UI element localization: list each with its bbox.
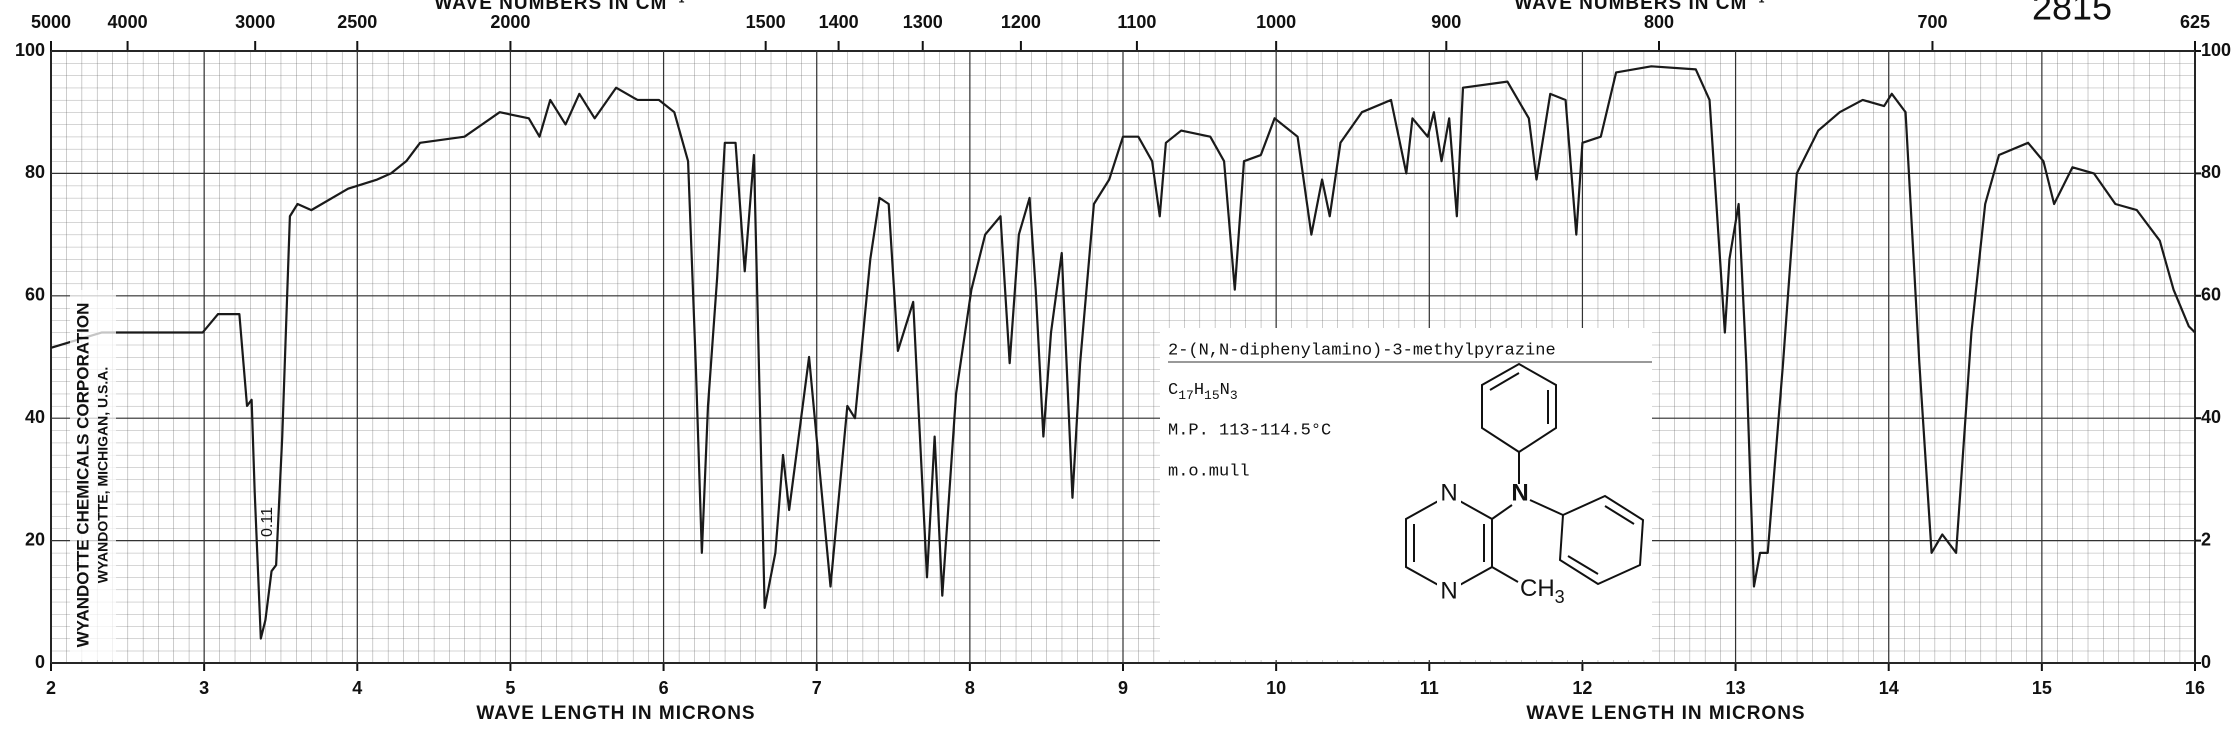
x2-tick-label: 1000 <box>1256 12 1296 32</box>
atom-label: N <box>1511 479 1528 506</box>
phenyl-ring <box>1481 362 1557 454</box>
y-tick-label: 80 <box>25 162 45 182</box>
x2-tick-label: 800 <box>1644 12 1674 32</box>
methyl-sub: 3 <box>1555 587 1565 607</box>
compound-background <box>1160 328 1652 660</box>
formula-part: H <box>1194 381 1204 400</box>
top-axis-title: WAVE NUMBERS IN CM⁻¹ <box>434 0 685 14</box>
phenyl-bond <box>1604 505 1635 525</box>
company-band <box>70 290 116 660</box>
atom-mask <box>1437 482 1461 506</box>
y-right-tick-label: 100 <box>2201 40 2231 60</box>
y-tick-label: 60 <box>25 285 45 305</box>
x2-tick-label: 5000 <box>31 12 71 32</box>
y-tick-label: 100 <box>15 40 45 60</box>
x2-tick-label: 700 <box>1917 12 1947 32</box>
company-address: WYANDOTTE, MICHIGAN, U.S.A. <box>95 367 111 584</box>
compound-name: 2-(N,N-diphenylamino)-3-methylpyrazine <box>1168 341 1556 360</box>
bottom-axis-title: WAVE LENGTH IN MICRONS <box>476 703 755 724</box>
formula-part: N <box>1220 381 1230 400</box>
methyl-part: CH <box>1520 575 1555 602</box>
formula-sub: 3 <box>1230 388 1238 403</box>
spectrum-line <box>50 65 2196 640</box>
x-tick-label: 12 <box>1572 678 1592 698</box>
y-right-tick-label: 0 <box>2201 652 2211 672</box>
y-right-tick-label: 2 <box>2201 529 2211 549</box>
atom-mask <box>1437 580 1461 604</box>
x2-tick-label: 4000 <box>108 12 148 32</box>
data-layer <box>50 65 2196 640</box>
formula-part: C <box>1168 381 1178 400</box>
medium: m.o.mull <box>1168 462 1250 481</box>
x2-tick-label: 900 <box>1431 12 1461 32</box>
methyl-label: CH3 <box>1520 575 1565 606</box>
x-tick-label: 6 <box>659 678 669 698</box>
phenyl-bond <box>1489 372 1520 391</box>
x-tick-label: 15 <box>2032 678 2052 698</box>
annotation: 0.11 <box>259 507 276 537</box>
bottom-axis-title: WAVE LENGTH IN MICRONS <box>1526 703 1805 724</box>
x-tick-label: 3 <box>199 678 209 698</box>
x2-tick-label: 1200 <box>1001 12 1041 32</box>
compound-box: 2-(N,N-diphenylamino)-3-methylpyrazine C… <box>1160 328 1652 660</box>
compound-formula: C17H15N3 <box>1168 381 1238 403</box>
y-tick-label: 0 <box>35 652 45 672</box>
atom-label: N <box>1440 577 1457 604</box>
atom-label: N <box>1440 479 1457 506</box>
y-right-tick-label: 60 <box>2201 285 2221 305</box>
y-tick-label: 20 <box>25 529 45 549</box>
x-tick-label: 13 <box>1726 678 1746 698</box>
x2-tick-label: 2500 <box>337 12 377 32</box>
company-name: WYANDOTTE CHEMICALS CORPORATION <box>73 303 92 648</box>
y-tick-label: 40 <box>25 407 45 427</box>
phenyl-ring <box>1558 494 1645 586</box>
x-tick-label: 10 <box>1266 678 1286 698</box>
x2-tick-label: 2000 <box>490 12 530 32</box>
x2-tick-label: 1300 <box>903 12 943 32</box>
x-tick-label: 8 <box>965 678 975 698</box>
melting-point: M.P. 113-114.5°C <box>1168 421 1331 440</box>
x2-tick-label: 3000 <box>235 12 275 32</box>
x-tick-label: 5 <box>505 678 515 698</box>
x-tick-label: 16 <box>2185 678 2205 698</box>
chart-number: 2815 <box>2032 0 2112 28</box>
x-tick-label: 7 <box>812 678 822 698</box>
y-right-tick-label: 80 <box>2201 162 2221 182</box>
x2-tick-label: 1400 <box>819 12 859 32</box>
x-tick-label: 14 <box>1879 678 1899 698</box>
x-tick-label: 2 <box>46 678 56 698</box>
y-right-tick-label: 40 <box>2201 407 2221 427</box>
x2-tick-label: 625 <box>2180 12 2210 32</box>
x-tick-label: 9 <box>1118 678 1128 698</box>
amine-bond <box>1529 499 1564 516</box>
methyl-bond <box>1491 566 1519 583</box>
amine-bond <box>1491 504 1513 520</box>
phenyl-bond <box>1567 555 1599 575</box>
x2-tick-label: 1500 <box>746 12 786 32</box>
formula-sub: 17 <box>1178 388 1194 403</box>
x2-tick-label: 1100 <box>1117 12 1156 32</box>
x-tick-label: 4 <box>352 678 362 698</box>
x-tick-label: 11 <box>1420 678 1439 698</box>
top-axis-title: WAVE NUMBERS IN CM⁻¹ <box>1514 0 1765 14</box>
formula-sub: 15 <box>1204 388 1220 403</box>
